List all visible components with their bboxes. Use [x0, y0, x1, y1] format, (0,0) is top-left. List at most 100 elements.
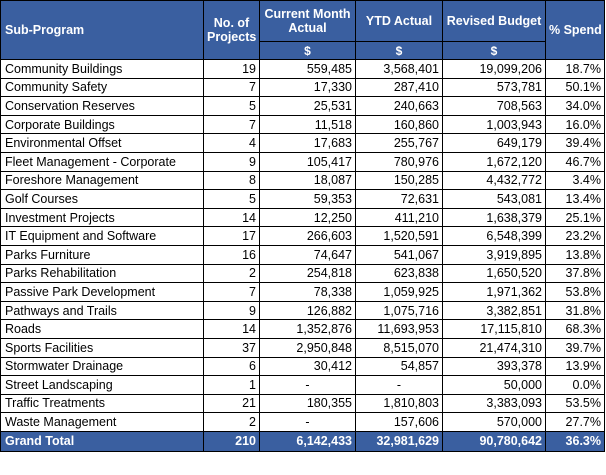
cell-percent-spend: 46.7% [545, 151, 605, 172]
cell-current-month-actual: 78,338 [259, 282, 356, 302]
table-row: Sports Facilities 37 2,950,848 8,515,070 21,… [0, 337, 605, 358]
table-row: Community Buildings 19 559,485 3,568,401 19,… [0, 59, 605, 79]
table-row: Waste Management 2-157,606 570,000 27.7% [0, 412, 605, 432]
cell-no-of-projects: 17 [203, 226, 260, 246]
cell-revised-budget: 6,548,399 [442, 226, 546, 246]
cell-sub-program: Fleet Management - Corporate [0, 151, 204, 172]
cell-sub-program: Investment Projects [0, 207, 204, 228]
cell-no-of-projects: 9 [203, 300, 260, 321]
cell-no-of-projects: 7 [203, 114, 260, 135]
table-row: Investment Projects 14 12,250 411,210 1,638,… [0, 207, 605, 228]
cell-revised-budget: 708,563 [442, 96, 546, 116]
cell-sub-program: Parks Rehabilitation [0, 263, 204, 284]
cell-no-of-projects: 16 [203, 244, 260, 265]
cell-current-month-actual: 266,603 [259, 226, 356, 246]
cell-revised-budget: 1,003,943 [442, 114, 546, 135]
cell-current-month-actual: 2,950,848 [259, 337, 356, 358]
cell-sub-program: Corporate Buildings [0, 114, 204, 135]
cell-revised-budget: 17,115,810 [442, 319, 546, 339]
cell-sub-program: Parks Furniture [0, 244, 204, 265]
cell-current-month-actual: 30,412 [259, 356, 356, 377]
cell-sub-program: Sports Facilities [0, 337, 204, 358]
cell-percent-spend: 16.0% [545, 114, 605, 135]
cell-current-month-actual: 11,518 [259, 114, 356, 135]
cell-ytd-actual: 3,568,401 [355, 59, 443, 79]
cell-revised-budget: 570,000 [442, 412, 546, 432]
header-sub-program: Sub-Program [0, 0, 204, 60]
cell-revised-budget: 3,383,093 [442, 393, 546, 414]
cell-sub-program: Pathways and Trails [0, 300, 204, 321]
unit-revised-budget: $ [442, 41, 546, 60]
unit-current-month: $ [259, 41, 356, 60]
grand-total-current-month: 6,142,433 [259, 430, 356, 452]
cell-no-of-projects: 7 [203, 282, 260, 302]
cell-ytd-actual: 11,693,953 [355, 319, 443, 339]
cell-sub-program: Traffic Treatments [0, 393, 204, 414]
cell-no-of-projects: 7 [203, 77, 260, 98]
grand-total-ytd: 32,981,629 [355, 430, 443, 452]
cell-sub-program: Environmental Offset [0, 133, 204, 153]
cell-ytd-actual: 160,860 [355, 114, 443, 135]
grand-total-projects: 210 [203, 430, 260, 452]
cell-ytd-actual: 1,059,925 [355, 282, 443, 302]
cell-percent-spend: 34.0% [545, 96, 605, 116]
table-row: Community Safety 7 17,330 287,410 573,781 50.… [0, 77, 605, 98]
cell-revised-budget: 1,672,120 [442, 151, 546, 172]
cell-sub-program: Passive Park Development [0, 282, 204, 302]
cell-percent-spend: 25.1% [545, 207, 605, 228]
header-no-of-projects: No. of Projects [203, 0, 260, 60]
unit-ytd: $ [355, 41, 443, 60]
cell-percent-spend: 0.0% [545, 375, 605, 395]
cell-current-month-actual: 17,683 [259, 133, 356, 153]
cell-ytd-actual: 1,520,591 [355, 226, 443, 246]
grand-total-spend: 36.3% [545, 430, 605, 452]
cell-no-of-projects: 14 [203, 319, 260, 339]
cell-revised-budget: 573,781 [442, 77, 546, 98]
cell-ytd-actual: 1,810,803 [355, 393, 443, 414]
table-row: Parks Furniture 16 74,647 541,067 3,919,895 1… [0, 244, 605, 265]
header-revised-budget: Revised Budget [442, 0, 546, 42]
cell-current-month-actual: 105,417 [259, 151, 356, 172]
table-row: Parks Rehabilitation 2 254,818 623,838 1,650… [0, 263, 605, 284]
cell-revised-budget: 4,432,772 [442, 170, 546, 191]
cell-revised-budget: 3,382,851 [442, 300, 546, 321]
table-row: IT Equipment and Software 17 266,603 1,520,… [0, 226, 605, 246]
table-row: Passive Park Development 7 78,338 1,059,925… [0, 282, 605, 302]
cell-percent-spend: 37.8% [545, 263, 605, 284]
cell-current-month-actual: 254,818 [259, 263, 356, 284]
grand-total-label: Grand Total [0, 430, 204, 452]
cell-no-of-projects: 9 [203, 151, 260, 172]
table-row: Pathways and Trails 9 126,882 1,075,716 3,38… [0, 300, 605, 321]
header-current-month-actual: Current Month Actual [259, 0, 356, 42]
table-row: Street Landscaping 1- -50,000 0.0% [0, 375, 605, 395]
cell-current-month-actual: 25,531 [259, 96, 356, 116]
cell-ytd-actual: 541,067 [355, 244, 443, 265]
cell-revised-budget: 1,650,520 [442, 263, 546, 284]
cell-sub-program: Conservation Reserves [0, 96, 204, 116]
cell-no-of-projects: 8 [203, 170, 260, 191]
cell-percent-spend: 13.9% [545, 356, 605, 377]
cell-current-month-actual: 559,485 [259, 59, 356, 79]
table-body: Community Buildings 19 559,485 3,568,401 19,… [0, 59, 605, 432]
cell-ytd-actual: 54,857 [355, 356, 443, 377]
capital-works-table: Sub-Program No. of Projects Current Mont… [0, 0, 605, 452]
cell-percent-spend: 53.8% [545, 282, 605, 302]
cell-revised-budget: 50,000 [442, 375, 546, 395]
cell-percent-spend: 13.4% [545, 189, 605, 209]
table-row: Fleet Management - Corporate 9 105,417 780,… [0, 151, 605, 172]
cell-ytd-actual: 780,976 [355, 151, 443, 172]
cell-revised-budget: 1,971,362 [442, 282, 546, 302]
cell-sub-program: Community Safety [0, 77, 204, 98]
table-row: Traffic Treatments 21 180,355 1,810,803 3,38… [0, 393, 605, 414]
cell-sub-program: Stormwater Drainage [0, 356, 204, 377]
cell-ytd-actual: 623,838 [355, 263, 443, 284]
cell-current-month-actual: 18,087 [259, 170, 356, 191]
cell-ytd-actual: 157,606 [355, 412, 443, 432]
cell-current-month-actual: 180,355 [259, 393, 356, 414]
cell-revised-budget: 19,099,206 [442, 59, 546, 79]
cell-current-month-actual: 126,882 [259, 300, 356, 321]
cell-percent-spend: 53.5% [545, 393, 605, 414]
cell-current-month-actual: 12,250 [259, 207, 356, 228]
cell-percent-spend: 50.1% [545, 77, 605, 98]
cell-current-month-actual: 17,330 [259, 77, 356, 98]
